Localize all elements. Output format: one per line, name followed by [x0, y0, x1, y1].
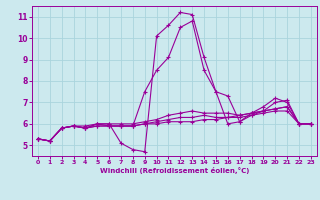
- X-axis label: Windchill (Refroidissement éolien,°C): Windchill (Refroidissement éolien,°C): [100, 167, 249, 174]
